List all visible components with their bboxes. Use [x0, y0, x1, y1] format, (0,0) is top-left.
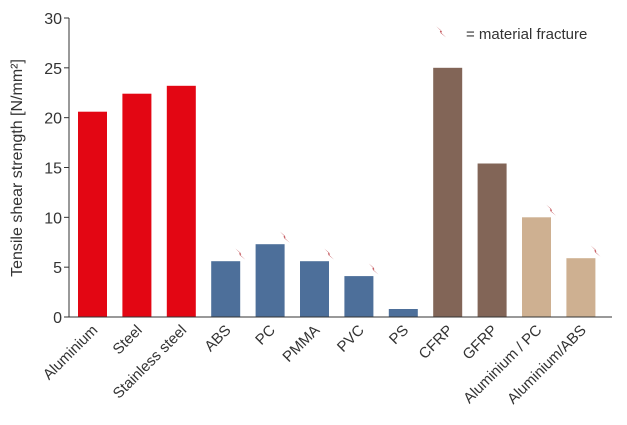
bar-abs	[211, 261, 241, 317]
bars	[69, 67, 612, 318]
x-tick-label: Aluminium	[40, 322, 102, 384]
y-tick-label: 25	[44, 61, 62, 78]
legend-label: = material fracture	[466, 26, 587, 43]
bar-gfrp	[477, 163, 507, 317]
y-tick-label: 0	[53, 310, 62, 327]
bar-pc	[255, 244, 285, 317]
bar-pvc	[344, 276, 374, 317]
bar-aluminium	[78, 111, 107, 317]
material-fracture-icon	[279, 231, 290, 243]
bar-aluminium-abs	[566, 258, 596, 317]
y-axis: 0 5 10 15 20 25 30	[44, 11, 70, 327]
y-tick-label: 30	[44, 11, 62, 28]
bar-aluminium-pc	[522, 217, 551, 317]
material-fracture-icon	[324, 248, 335, 260]
bar-steel	[122, 93, 152, 317]
bar-ps	[388, 309, 418, 317]
material-fracture-icon	[235, 248, 246, 260]
y-axis-title: Tensile shear strength [N/mm²]	[9, 59, 26, 277]
bar-stainless-steel	[166, 85, 196, 317]
x-tick-label: PS	[386, 322, 412, 348]
y-tick-label: 20	[44, 111, 62, 128]
material-fracture-icon	[368, 263, 379, 275]
x-tick-label: PMMA	[279, 322, 323, 366]
x-tick-label: Steel	[110, 322, 146, 358]
x-tick-label: ABS	[201, 322, 234, 355]
y-tick-label: 10	[44, 210, 62, 227]
material-fracture-icon	[590, 245, 601, 257]
material-fracture-icon	[546, 204, 557, 216]
fracture-markers	[235, 204, 601, 275]
bar-pmma	[300, 261, 329, 317]
y-tick-label: 5	[53, 260, 62, 277]
x-tick-label: CFRP	[416, 322, 457, 363]
x-tick-label: Aluminium/ABS	[504, 322, 590, 408]
x-tick-label: GFRP	[459, 322, 500, 363]
x-tick-label: PC	[252, 322, 279, 349]
legend: = material fracture	[436, 26, 587, 43]
x-tick-label: Aluminium / PC	[460, 322, 545, 407]
bar-cfrp	[433, 67, 463, 317]
x-tick-label: PVC	[334, 322, 368, 356]
lightning-bolt-icon	[436, 26, 447, 38]
y-tick-label: 15	[44, 161, 62, 178]
